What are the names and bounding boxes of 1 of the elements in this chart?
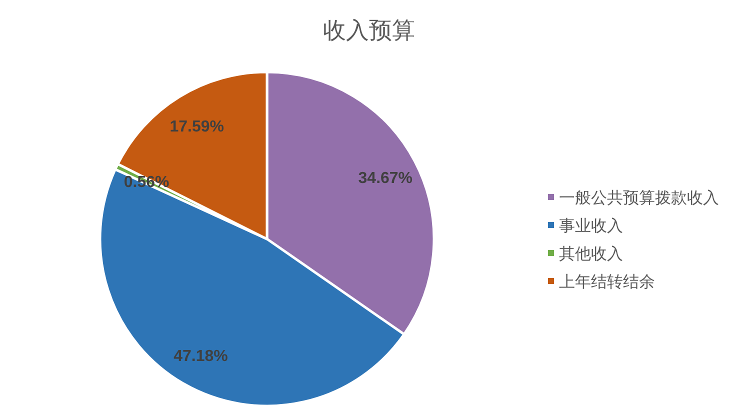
title: 收入预算 bbox=[323, 17, 415, 43]
